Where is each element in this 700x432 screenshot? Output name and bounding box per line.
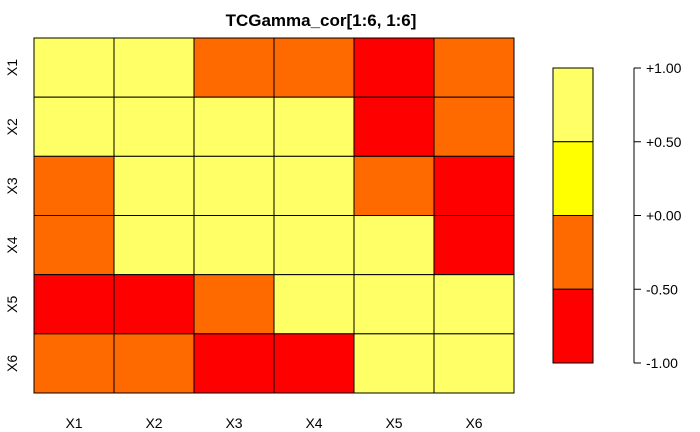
- heatmap-cell-X6-X4: [273, 333, 355, 394]
- heatmap-cell-X3-X1: [33, 155, 115, 216]
- legend-swatch: [552, 215, 594, 290]
- heatmap-cell-X6-X2: [113, 333, 195, 394]
- heatmap-cell-X4-X5: [353, 215, 435, 276]
- x-tick-label: X6: [465, 415, 482, 431]
- legend-swatch: [552, 67, 594, 143]
- heatmap-cell-X5-X5: [353, 274, 435, 335]
- heatmap-cell-X5-X4: [273, 274, 355, 335]
- x-tick-label: X4: [305, 415, 322, 431]
- heatmap-cell-X1-X2: [113, 37, 195, 98]
- heatmap-cell-X2-X3: [193, 96, 275, 157]
- heatmap-cell-X6-X5: [353, 333, 435, 394]
- heatmap-cell-X1-X4: [273, 37, 355, 98]
- heatmap-cell-X5-X2: [113, 274, 195, 335]
- heatmap-cell-X4-X4: [273, 215, 355, 276]
- x-axis-ticks: X1 X2 X3 X4 X5 X6: [65, 415, 482, 431]
- heatmap-cell-X4-X2: [113, 215, 195, 276]
- legend-tick-label: +1.00: [646, 60, 682, 76]
- heatmap-cell-X5-X1: [33, 274, 115, 335]
- heatmap-cell-X2-X6: [433, 96, 515, 157]
- heatmap-cell-X6-X3: [193, 333, 275, 394]
- legend-tick-label: +0.50: [646, 134, 682, 150]
- legend-swatch: [552, 141, 594, 216]
- heatmap-cells: [33, 37, 515, 394]
- x-tick-label: X1: [65, 415, 82, 431]
- heatmap-cell-X5-X3: [193, 274, 275, 335]
- y-tick-label: X3: [4, 177, 20, 194]
- y-axis-ticks: X1 X2 X3 X4 X5 X6: [4, 59, 20, 372]
- y-tick-label: X6: [4, 355, 20, 372]
- legend-tick-label: -1.00: [646, 355, 678, 371]
- heatmap-cell-X2-X4: [273, 96, 355, 157]
- legend-swatch: [552, 288, 594, 364]
- y-tick-label: X4: [4, 236, 20, 253]
- x-tick-label: X2: [145, 415, 162, 431]
- heatmap-cell-X4-X3: [193, 215, 275, 276]
- heatmap-cell-X3-X5: [353, 155, 435, 216]
- heatmap-cell-X4-X1: [33, 215, 115, 276]
- heatmap-cell-X2-X2: [113, 96, 195, 157]
- heatmap-cell-X6-X1: [33, 333, 115, 394]
- heatmap-cell-X3-X3: [193, 155, 275, 216]
- heatmap-cell-X5-X6: [433, 274, 515, 335]
- heatmap-cell-X4-X6: [433, 215, 515, 276]
- x-tick-label: X3: [225, 415, 242, 431]
- heatmap-cell-X1-X1: [33, 37, 115, 98]
- y-tick-label: X1: [4, 59, 20, 76]
- heatmap-cell-X1-X6: [433, 37, 515, 98]
- heatmap-cell-X3-X2: [113, 155, 195, 216]
- color-legend: +1.00 +0.50 +0.00 -0.50 -1.00: [552, 60, 682, 371]
- heatmap-cell-X6-X6: [433, 333, 515, 394]
- legend-tick-label: +0.00: [646, 208, 682, 224]
- heatmap-cell-X2-X5: [353, 96, 435, 157]
- x-tick-label: X5: [385, 415, 402, 431]
- y-tick-label: X5: [4, 295, 20, 312]
- legend-tick-label: -0.50: [646, 281, 678, 297]
- heatmap-cell-X2-X1: [33, 96, 115, 157]
- heatmap-cell-X1-X3: [193, 37, 275, 98]
- chart-title: TCGamma_cor[1:6, 1:6]: [226, 11, 417, 30]
- heatmap-cell-X3-X4: [273, 155, 355, 216]
- heatmap-cell-X3-X6: [433, 155, 515, 216]
- heatmap-cell-X1-X5: [353, 37, 435, 98]
- y-tick-label: X2: [4, 118, 20, 135]
